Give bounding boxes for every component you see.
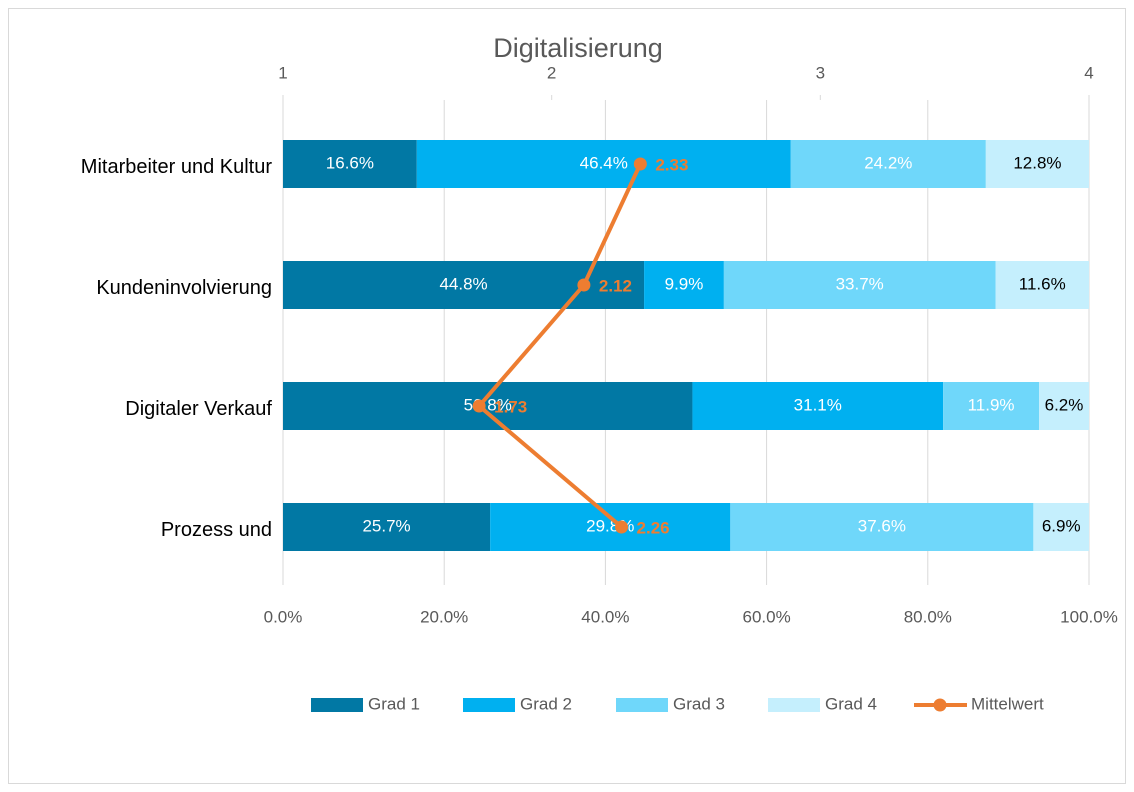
line-label: 2.12 xyxy=(599,276,632,295)
bar-segment xyxy=(692,382,944,430)
x2-tick-label: 4 xyxy=(1084,63,1093,82)
bar-segment xyxy=(283,503,491,551)
legend-swatch xyxy=(463,698,515,712)
line-marker xyxy=(472,399,486,413)
data-label: 6.2% xyxy=(1045,395,1084,414)
data-label: 6.9% xyxy=(1042,516,1081,535)
legend-swatch xyxy=(768,698,820,712)
x2-tick-label: 2 xyxy=(547,63,556,82)
y-tick-label: Mitarbeiter und Kultur xyxy=(80,155,272,178)
x2-tick-label: 3 xyxy=(816,63,825,82)
x2-tick-label: 1 xyxy=(278,63,287,82)
bar-segment xyxy=(995,261,1089,309)
bar-segment xyxy=(283,140,417,188)
data-label: 46.4% xyxy=(580,153,628,172)
data-label: 37.6% xyxy=(858,516,906,535)
line-marker xyxy=(633,157,647,171)
line-marker xyxy=(577,278,591,292)
bar-segment xyxy=(283,382,693,430)
data-label: 9.9% xyxy=(665,274,704,293)
x-tick-label: 0.0% xyxy=(264,607,303,626)
x-tick-label: 20.0% xyxy=(420,607,468,626)
line-label: 2.26 xyxy=(637,518,670,537)
data-label: 31.1% xyxy=(794,395,842,414)
legend-label: Mittelwert xyxy=(971,694,1044,713)
chart-title: Digitalisierung xyxy=(493,33,663,63)
bar-segment xyxy=(1033,503,1089,551)
legend-label: Grad 4 xyxy=(825,694,877,713)
x-tick-label: 60.0% xyxy=(742,607,790,626)
x-tick-label: 100.0% xyxy=(1060,607,1118,626)
legend-swatch xyxy=(616,698,668,712)
line-label: 1.73 xyxy=(494,397,527,416)
data-label: 33.7% xyxy=(836,274,884,293)
bar-segment xyxy=(490,503,731,551)
legend-label: Grad 1 xyxy=(368,694,420,713)
bar-segment xyxy=(1039,382,1089,430)
data-label: 11.6% xyxy=(1019,274,1066,293)
data-label: 12.8% xyxy=(1013,153,1061,172)
line-label: 2.33 xyxy=(655,155,688,174)
data-label: 44.8% xyxy=(439,274,487,293)
bar-segment xyxy=(644,261,724,309)
legend-marker xyxy=(933,698,947,712)
y-tick-label: Digitaler Verkauf xyxy=(125,397,272,420)
y-tick-label: Prozess und xyxy=(160,518,272,541)
legend-swatch xyxy=(311,698,363,712)
data-label: 11.9% xyxy=(968,395,1015,414)
bar-segment xyxy=(790,140,986,188)
x-tick-label: 40.0% xyxy=(581,607,629,626)
x-tick-label: 80.0% xyxy=(904,607,952,626)
data-label: 25.7% xyxy=(362,516,410,535)
legend-label: Grad 3 xyxy=(673,694,725,713)
bar-segment xyxy=(416,140,791,188)
line xyxy=(477,163,643,529)
bar-segment xyxy=(723,261,996,309)
data-label: 24.2% xyxy=(864,153,912,172)
data-label: 16.6% xyxy=(326,153,374,172)
bar-segment xyxy=(943,382,1040,430)
bar-segment xyxy=(730,503,1034,551)
y-tick-label: Kundeninvolvierung xyxy=(96,276,272,299)
bar-segment xyxy=(985,140,1089,188)
legend-label: Grad 2 xyxy=(520,694,572,713)
line-marker xyxy=(615,520,629,534)
